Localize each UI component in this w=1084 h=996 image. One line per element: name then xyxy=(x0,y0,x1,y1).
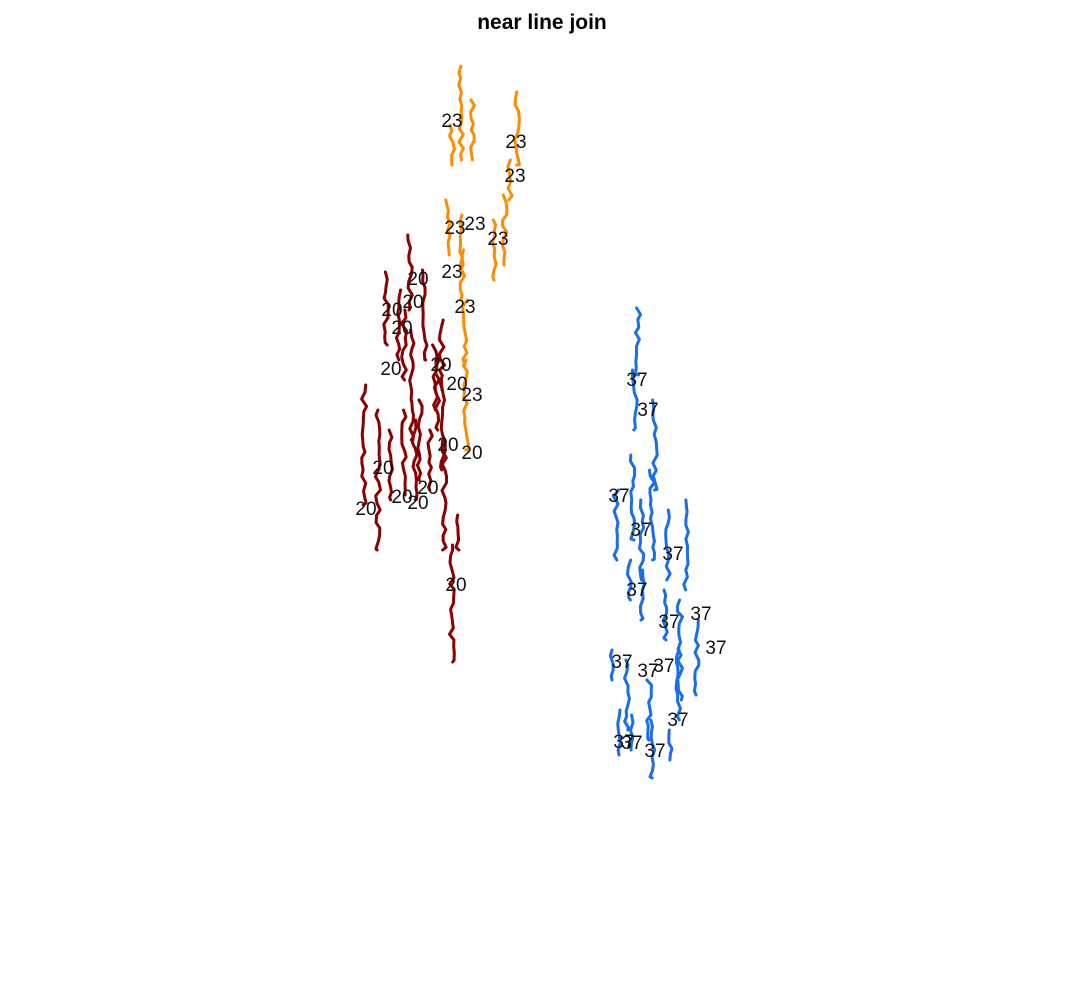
trace-20-segment xyxy=(360,383,369,507)
trace-label-37: 37 xyxy=(621,733,642,754)
trace-label-23: 23 xyxy=(464,214,485,235)
trace-label-37: 37 xyxy=(658,612,679,633)
trace-label-37: 37 xyxy=(690,604,711,625)
trace-37-segment xyxy=(648,468,656,562)
trace-20-segment xyxy=(394,288,403,362)
trace-label-20: 20 xyxy=(446,374,467,395)
trace-label-23: 23 xyxy=(505,132,526,153)
trace-label-20: 20 xyxy=(402,292,423,313)
trace-label-20: 20 xyxy=(380,359,401,380)
trace-label-20: 20 xyxy=(407,493,428,514)
trace-20-segment xyxy=(387,428,394,502)
trace-37-segment xyxy=(616,708,622,757)
trace-20-segment xyxy=(421,268,429,362)
trace-label-23: 23 xyxy=(444,218,465,239)
trace-23-segment xyxy=(462,358,470,452)
trace-37-segment xyxy=(664,508,672,582)
trace-label-20: 20 xyxy=(461,443,482,464)
trace-label-37: 37 xyxy=(611,652,632,673)
trace-37-segment xyxy=(674,648,682,722)
trace-37-segment xyxy=(608,648,615,682)
trace-group-23 xyxy=(444,64,521,452)
trace-20-segment xyxy=(399,308,409,382)
plot-title: near line join xyxy=(477,11,607,34)
trace-37-segment xyxy=(638,568,646,622)
trace-label-20: 20 xyxy=(381,300,402,321)
trace-37-segment xyxy=(629,713,635,752)
trace-20-segment xyxy=(408,328,416,442)
trace-label-23: 23 xyxy=(441,262,462,283)
trace-37-segment xyxy=(648,718,657,780)
trace-23-segment xyxy=(506,158,514,202)
trace-20-segment xyxy=(431,343,439,412)
trace-23-segment xyxy=(490,218,498,282)
trace-37-segment xyxy=(637,498,646,582)
trace-label-37: 37 xyxy=(662,544,683,565)
trace-20-segment xyxy=(426,428,434,492)
trace-label-37: 37 xyxy=(608,486,629,507)
trace-37-segment xyxy=(633,306,642,377)
trace-label-37: 37 xyxy=(626,370,647,391)
trace-label-20: 20 xyxy=(391,487,412,508)
trace-label-20: 20 xyxy=(391,318,412,339)
trace-label-37: 37 xyxy=(667,710,688,731)
trace-20-segment xyxy=(406,233,414,312)
trace-label-37: 37 xyxy=(626,580,647,601)
trace-23-segment xyxy=(448,123,456,167)
trace-37-segment xyxy=(631,368,639,432)
trace-label-23: 23 xyxy=(454,297,475,318)
trace-37-segment xyxy=(661,588,669,642)
trace-37-segment xyxy=(682,498,690,592)
trace-23-segment xyxy=(461,298,469,367)
trace-20-segment xyxy=(432,358,441,432)
trace-label-23: 23 xyxy=(441,111,462,132)
trace-23-segment xyxy=(458,248,467,302)
trace-label-20: 20 xyxy=(437,435,458,456)
trace-37-segment xyxy=(629,453,637,542)
trace-label-23: 23 xyxy=(504,166,525,187)
trace-23-segment xyxy=(457,64,465,162)
trace-37-segment xyxy=(612,488,620,562)
trace-label-23: 23 xyxy=(487,229,508,250)
trace-label-37: 37 xyxy=(644,741,665,762)
trace-23-segment xyxy=(469,98,476,162)
trace-label-37: 37 xyxy=(630,520,651,541)
trace-37-segment xyxy=(692,618,701,697)
trace-20-segment xyxy=(373,408,382,552)
trace-label-20: 20 xyxy=(445,575,466,596)
trace-23-segment xyxy=(444,198,452,257)
trace-label-37: 37 xyxy=(705,638,726,659)
trace-20-segment xyxy=(448,543,456,664)
trace-label-20: 20 xyxy=(407,269,428,290)
trace-37-segment xyxy=(623,658,631,732)
trace-37-segment xyxy=(626,558,633,602)
trace-23-segment xyxy=(513,90,521,167)
trace-20-segment xyxy=(437,318,447,392)
trace-20-segment xyxy=(454,513,461,552)
trace-20-segment xyxy=(415,398,424,482)
trace-label-20: 20 xyxy=(417,478,438,499)
trace-group-37 xyxy=(608,306,701,780)
trace-37-segment xyxy=(667,728,674,762)
trace-label-37: 37 xyxy=(637,400,658,421)
trace-label-23: 23 xyxy=(461,385,482,406)
trace-label-37: 37 xyxy=(637,661,658,682)
trace-label-37: 37 xyxy=(613,732,634,753)
trace-20-segment xyxy=(382,270,390,347)
trace-label-20: 20 xyxy=(372,458,393,479)
trace-23-segment xyxy=(501,193,509,267)
trace-20-segment xyxy=(440,438,448,552)
trace-20-segment xyxy=(411,418,419,502)
trace-label-20: 20 xyxy=(355,499,376,520)
trace-label-37: 37 xyxy=(653,656,674,677)
trace-20-segment xyxy=(400,408,408,497)
trace-37-segment xyxy=(645,678,653,742)
trace-20-segment xyxy=(439,378,447,472)
trace-label-20: 20 xyxy=(430,355,451,376)
trace-group-20 xyxy=(360,233,461,664)
